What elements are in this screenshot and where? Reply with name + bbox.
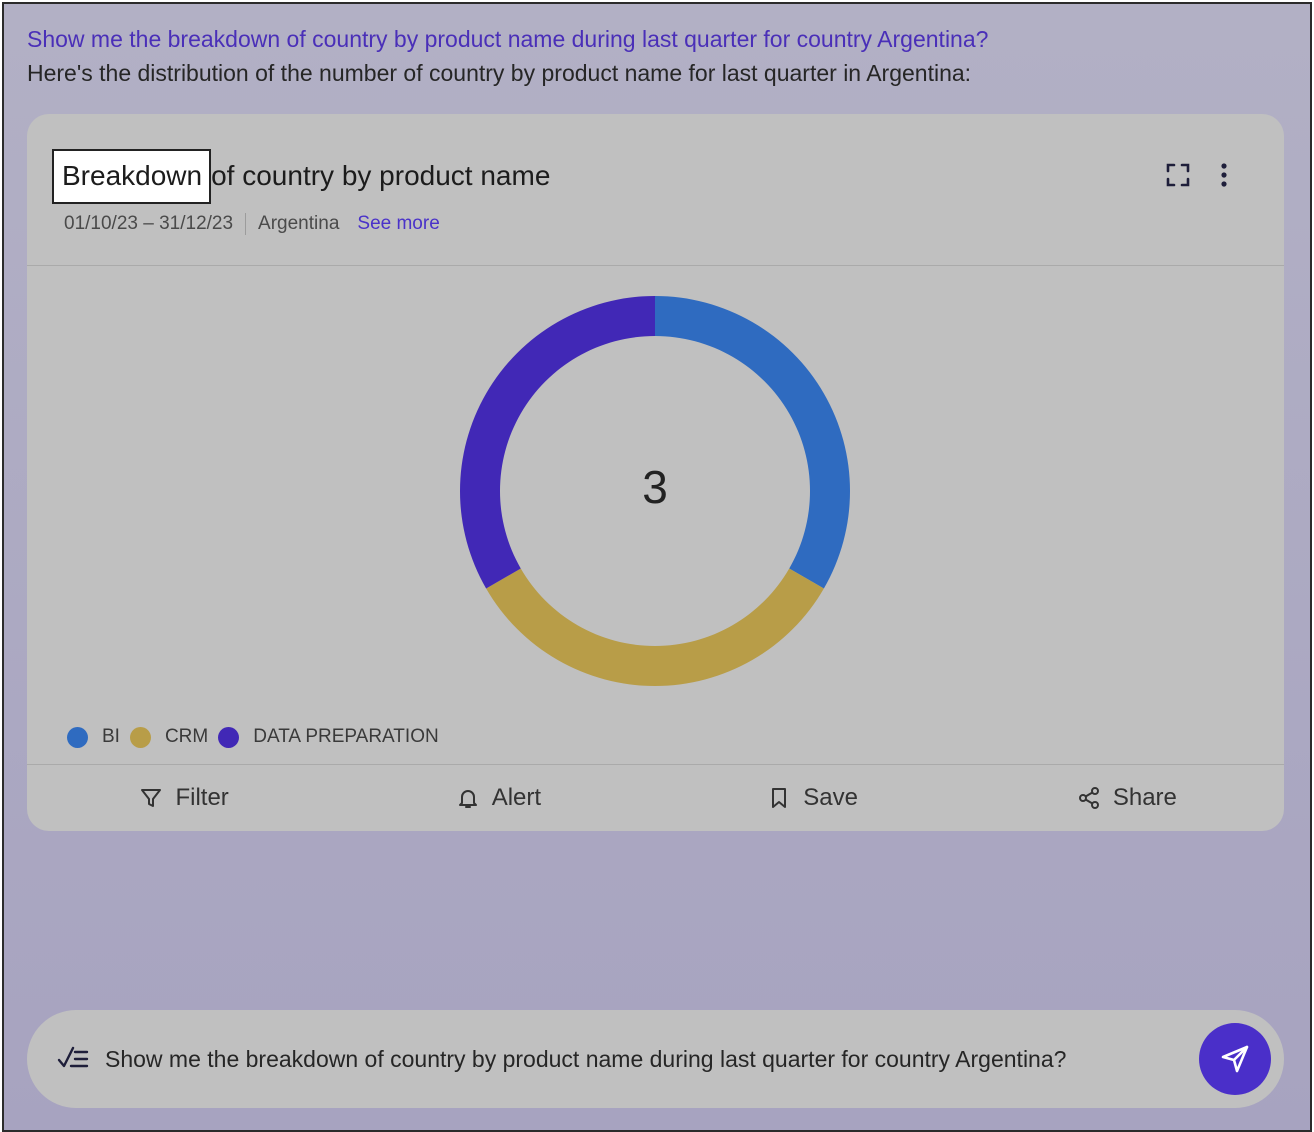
alert-button[interactable]: Alert [341, 765, 655, 831]
chart-card: Breakdown of country by product name 01/1… [27, 114, 1284, 831]
action-bar: Filter Alert Save [27, 765, 1284, 831]
query-input-bar[interactable]: Show me the breakdown of country by prod… [27, 1010, 1284, 1108]
legend-label-bi: BI [102, 726, 120, 747]
legend-label-crm: CRM [164, 726, 209, 747]
share-icon [1078, 787, 1099, 809]
donut-segment-crm[interactable] [486, 568, 824, 687]
filter-label: Filter [175, 784, 229, 811]
actions-divider [27, 764, 1284, 765]
more-vertical-icon[interactable] [1211, 162, 1237, 188]
query-input[interactable]: Show me the breakdown of country by prod… [105, 1046, 1067, 1072]
bell-icon [458, 790, 477, 808]
send-button[interactable] [1199, 1023, 1271, 1095]
legend-label-data-preparation: DATA PREPARATION [253, 726, 439, 747]
bookmark-icon [772, 788, 787, 808]
assistant-answer: Here's the distribution of the number of… [27, 60, 972, 86]
legend-item-data-preparation: DATA PREPARATION [218, 726, 439, 748]
filter-icon [141, 789, 162, 807]
chart-title-rest: of country by product name [211, 160, 551, 191]
filter-button[interactable]: Filter [27, 765, 341, 831]
legend-dot-data-preparation [218, 726, 240, 748]
donut-segment-data-preparation[interactable] [460, 296, 655, 589]
legend-item-bi: BI [67, 726, 120, 748]
save-label: Save [803, 784, 858, 811]
alert-label: Alert [491, 784, 542, 811]
donut-segment-bi[interactable] [655, 296, 850, 589]
chart-title-highlight: Breakdown [52, 149, 212, 204]
send-icon [1221, 1045, 1249, 1073]
legend-dot-crm [129, 726, 151, 748]
country-label: Argentina [258, 213, 340, 234]
donut-center-total: 3 [642, 461, 668, 513]
save-button[interactable]: Save [656, 765, 970, 831]
header-divider [27, 265, 1284, 266]
see-more-link[interactable]: See more [357, 213, 440, 234]
expand-icon[interactable] [1165, 162, 1191, 188]
share-button[interactable]: Share [970, 765, 1284, 831]
user-question: Show me the breakdown of country by prod… [27, 26, 989, 52]
share-label: Share [1112, 784, 1177, 811]
legend-dot-bi [67, 726, 88, 748]
donut-chart [460, 296, 850, 686]
list-check-icon [57, 1046, 89, 1068]
chart-title: Breakdown of country by product name [52, 149, 551, 204]
date-range: 01/10/23 – 31/12/23 [64, 213, 234, 234]
chart-meta: 01/10/23 – 31/12/23 Argentina See more [64, 213, 440, 235]
chart-legend: BI CRM DATA PREPARATION [67, 726, 449, 748]
meta-divider [245, 213, 247, 235]
legend-item-crm: CRM [129, 726, 209, 748]
